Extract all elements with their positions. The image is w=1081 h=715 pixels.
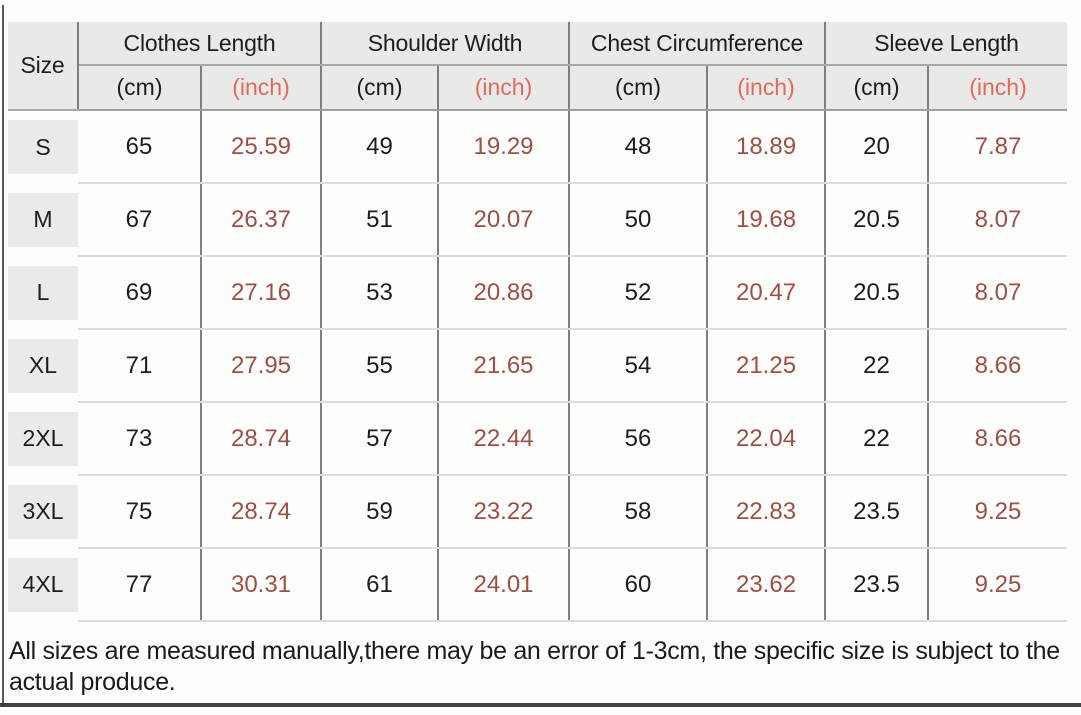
cm-value-cell: 59 xyxy=(320,475,438,549)
cm-value-cell: 54 xyxy=(568,329,708,403)
cm-value-cell: 75 xyxy=(78,475,201,549)
cm-value-cell: 58 xyxy=(568,475,708,549)
table-row: L 69 27.16 53 20.86 52 20.47 20.5 8.07 xyxy=(8,256,1068,330)
cm-value-cell: 73 xyxy=(78,402,201,476)
inch-value-cell: 21.65 xyxy=(436,329,570,403)
cm-value-cell: 57 xyxy=(320,402,438,476)
size-chart-table: Size Clothes Length Shoulder Width Chest… xyxy=(8,22,1068,622)
inch-value-cell: 18.89 xyxy=(706,110,826,184)
inch-value-cell: 24.01 xyxy=(436,548,570,622)
inch-value-cell: 22.83 xyxy=(706,475,826,549)
cm-value-cell: 23.5 xyxy=(824,548,929,622)
size-label: 2XL xyxy=(8,411,78,466)
size-label: 4XL xyxy=(8,557,78,612)
size-label: 3XL xyxy=(8,484,78,539)
inch-value-cell: 21.25 xyxy=(706,329,826,403)
inch-value-cell: 20.07 xyxy=(436,183,570,257)
cm-value-cell: 50 xyxy=(568,183,708,257)
cm-value-cell: 20.5 xyxy=(824,183,929,257)
inch-value-cell: 28.74 xyxy=(200,475,321,549)
cm-value-cell: 56 xyxy=(568,402,708,476)
table-cell: XL xyxy=(8,329,78,402)
cm-value-cell: 52 xyxy=(568,256,708,330)
unit-header-cm: (cm) xyxy=(568,65,708,111)
inch-value-cell: 23.62 xyxy=(706,548,826,622)
unit-header-inch: (inch) xyxy=(927,65,1068,111)
inch-value-cell: 19.68 xyxy=(706,183,826,257)
header-group-row: Size Clothes Length Shoulder Width Chest… xyxy=(8,22,1068,111)
unit-header-cm: (cm) xyxy=(320,65,438,111)
column-group-clothes-length: Clothes Length xyxy=(78,22,321,66)
cm-value-cell: 55 xyxy=(320,329,438,403)
inch-value-cell: 30.31 xyxy=(200,548,321,622)
inch-value-cell: 20.47 xyxy=(706,256,826,330)
size-chart-page: Size Clothes Length Shoulder Width Chest… xyxy=(8,22,1068,696)
unit-header-inch: (inch) xyxy=(200,65,321,111)
measurement-disclaimer: All sizes are measured manually,there ma… xyxy=(9,637,1060,696)
table-cell: S xyxy=(8,110,78,183)
table-row: 3XL 75 28.74 59 23.22 58 22.83 23.5 9.25 xyxy=(8,475,1068,549)
unit-header-cm: (cm) xyxy=(824,65,929,111)
photo-left-edge-artifact xyxy=(2,5,4,705)
table-cell: 3XL xyxy=(8,475,78,548)
table-cell: 4XL xyxy=(8,548,78,621)
table-row: M 67 26.37 51 20.07 50 19.68 20.5 8.07 xyxy=(8,183,1068,257)
table-row: 4XL 77 30.31 61 24.01 60 23.62 23.5 9.25 xyxy=(8,548,1068,622)
cm-value-cell: 20 xyxy=(824,110,929,184)
inch-value-cell: 19.29 xyxy=(436,110,570,184)
cm-value-cell: 60 xyxy=(568,548,708,622)
table-cell: L xyxy=(8,256,78,329)
inch-value-cell: 26.37 xyxy=(200,183,321,257)
inch-value-cell: 25.59 xyxy=(200,110,321,184)
cm-value-cell: 53 xyxy=(320,256,438,330)
size-label: M xyxy=(8,192,78,247)
inch-value-cell: 20.86 xyxy=(436,256,570,330)
size-column-header: Size xyxy=(8,22,79,111)
photo-bottom-edge-artifact xyxy=(0,703,1081,707)
cm-value-cell: 22 xyxy=(824,329,929,403)
inch-value-cell: 8.07 xyxy=(927,256,1068,330)
header-unit-row: (cm) (inch) (cm) (inch) (cm) (inch) (cm)… xyxy=(8,65,1068,111)
unit-header-inch: (inch) xyxy=(706,65,826,111)
cm-value-cell: 65 xyxy=(78,110,201,184)
inch-value-cell: 28.74 xyxy=(200,402,321,476)
inch-value-cell: 8.66 xyxy=(927,329,1068,403)
size-label: L xyxy=(8,265,78,320)
inch-value-cell: 27.95 xyxy=(200,329,321,403)
column-group-sleeve-length: Sleeve Length xyxy=(824,22,1068,66)
column-group-chest-circumference: Chest Circumference xyxy=(568,22,826,66)
inch-value-cell: 7.87 xyxy=(927,110,1068,184)
inch-value-cell: 22.04 xyxy=(706,402,826,476)
column-group-shoulder-width: Shoulder Width xyxy=(319,22,570,66)
size-label: S xyxy=(8,120,78,174)
table-cell: 2XL xyxy=(8,402,78,475)
table-row: XL 71 27.95 55 21.65 54 21.25 22 8.66 xyxy=(8,329,1068,403)
cm-value-cell: 77 xyxy=(78,548,201,622)
inch-value-cell: 9.25 xyxy=(927,475,1068,549)
unit-header-inch: (inch) xyxy=(436,65,570,111)
cm-value-cell: 61 xyxy=(320,548,438,622)
inch-value-cell: 8.07 xyxy=(927,183,1068,257)
cm-value-cell: 71 xyxy=(78,329,201,403)
cm-value-cell: 20.5 xyxy=(824,256,929,330)
cm-value-cell: 51 xyxy=(320,183,438,257)
table-row: 2XL 73 28.74 57 22.44 56 22.04 22 8.66 xyxy=(8,402,1068,476)
cm-value-cell: 69 xyxy=(78,256,201,330)
inch-value-cell: 22.44 xyxy=(436,402,570,476)
cm-value-cell: 22 xyxy=(824,402,929,476)
cm-value-cell: 67 xyxy=(78,183,201,257)
inch-value-cell: 9.25 xyxy=(927,548,1068,622)
cm-value-cell: 23.5 xyxy=(824,475,929,549)
inch-value-cell: 23.22 xyxy=(436,475,570,549)
size-label: XL xyxy=(8,338,78,393)
cm-value-cell: 49 xyxy=(320,110,438,184)
table-row: S 65 25.59 49 19.29 48 18.89 20 7.87 xyxy=(8,110,1068,184)
unit-header-cm: (cm) xyxy=(78,65,201,111)
inch-value-cell: 8.66 xyxy=(927,402,1068,476)
table-cell: M xyxy=(8,183,78,256)
inch-value-cell: 27.16 xyxy=(200,256,321,330)
cm-value-cell: 48 xyxy=(568,110,708,184)
